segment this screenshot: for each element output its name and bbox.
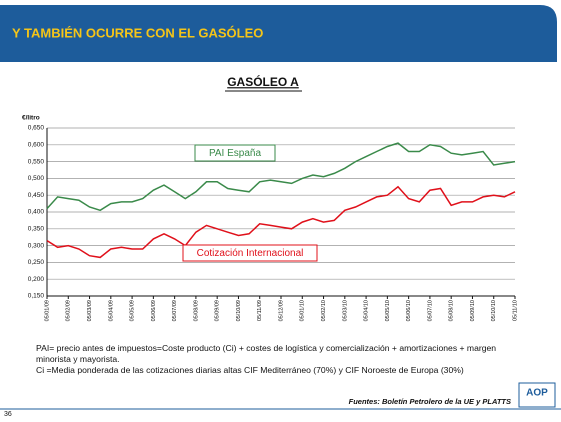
x-tick-label: 05/11/10 xyxy=(512,300,518,321)
chart-title: GASÓLEO A xyxy=(227,74,299,89)
x-tick-label: 05/09/09 xyxy=(215,300,221,321)
series-line xyxy=(46,142,516,212)
x-tick-label: 05/03/10 xyxy=(342,300,348,321)
y-tick-label: 0,400 xyxy=(28,209,45,216)
header-bar xyxy=(0,5,557,62)
page-number: 36 xyxy=(4,411,12,418)
x-tick-label: 05/08/09 xyxy=(193,300,199,321)
footnotes: PAI= precio antes de impuestos=Coste pro… xyxy=(36,343,516,376)
x-tick-label: 05/03/09 xyxy=(87,300,93,321)
y-tick-label: 0,350 xyxy=(28,226,45,233)
x-tick-label: 05/08/10 xyxy=(449,300,455,321)
footnote: Ci =Media ponderada de las cotizaciones … xyxy=(36,365,464,375)
x-tick-label: 05/04/09 xyxy=(108,300,114,321)
x-tick-label: 05/07/09 xyxy=(172,300,178,321)
x-tick-label: 05/05/09 xyxy=(130,300,136,321)
y-tick-label: 0,250 xyxy=(28,259,45,266)
header-title: Y TAMBIÉN OCURRE CON EL GASÓLEO xyxy=(12,25,263,40)
legend-label: PAI España xyxy=(209,148,262,159)
x-tick-label: 05/09/10 xyxy=(470,300,476,321)
y-tick-label: 0,650 xyxy=(28,125,45,132)
x-tick-label: 05/12/09 xyxy=(278,300,284,321)
x-tick-label: 05/05/10 xyxy=(385,300,391,321)
x-tick-label: 05/01/09 xyxy=(44,300,50,321)
x-tick-label: 05/11/09 xyxy=(257,300,263,321)
x-tick-label: 05/06/09 xyxy=(151,300,157,321)
y-axis-label: €/litro xyxy=(22,115,40,122)
logo: AOP xyxy=(526,388,548,399)
x-tick-label: 05/10/10 xyxy=(491,300,497,321)
y-tick-label: 0,500 xyxy=(28,175,45,182)
y-tick-label: 0,150 xyxy=(28,293,45,300)
x-tick-label: 05/06/10 xyxy=(406,300,412,321)
y-tick-label: 0,600 xyxy=(28,142,45,149)
x-tick-label: 05/01/10 xyxy=(300,300,306,321)
x-tick-label: 05/07/10 xyxy=(427,300,433,321)
x-tick-label: 05/02/10 xyxy=(321,300,327,321)
logo-box xyxy=(518,382,556,408)
y-tick-label: 0,300 xyxy=(28,242,45,249)
legend-box xyxy=(194,144,276,162)
y-tick-label: 0,450 xyxy=(28,192,45,199)
footnote: PAI= precio antes de impuestos=Coste pro… xyxy=(36,343,497,364)
x-tick-label: 05/04/10 xyxy=(364,300,370,321)
x-tick-label: 05/02/09 xyxy=(66,300,72,321)
y-tick-label: 0,200 xyxy=(28,276,45,283)
legend-box xyxy=(182,244,318,262)
source: Fuentes: Boletín Petrolero de la UE y PL… xyxy=(348,397,511,406)
series-line xyxy=(46,185,516,259)
legend-label: Cotización Internacional xyxy=(197,248,304,259)
y-tick-label: 0,550 xyxy=(28,158,45,165)
x-tick-label: 05/10/09 xyxy=(236,300,242,321)
